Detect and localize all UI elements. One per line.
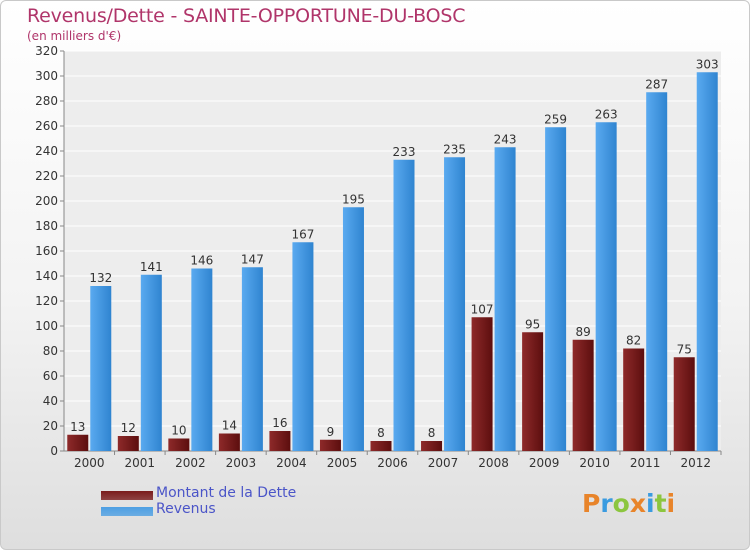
x-tick-label: 2008: [478, 456, 509, 470]
bar-revenus: [545, 127, 567, 451]
logo-letter: P: [582, 489, 601, 518]
x-tick-label: 2010: [579, 456, 610, 470]
x-tick-label: 2005: [327, 456, 358, 470]
y-tick-label: 260: [35, 119, 58, 133]
bar-revenus: [393, 159, 415, 451]
x-tick-label: 2007: [428, 456, 459, 470]
y-tick-label: 180: [35, 219, 58, 233]
y-tick-label: 80: [43, 344, 58, 358]
data-label-revenus: 147: [241, 252, 264, 266]
bar-revenus: [646, 92, 668, 451]
data-label-revenus: 167: [291, 227, 314, 241]
bar-dette: [421, 441, 443, 451]
legend-label-revenus: Revenus: [156, 501, 216, 517]
bar-revenus: [140, 274, 162, 451]
data-label-revenus: 259: [544, 112, 567, 126]
data-label-dette: 75: [677, 342, 692, 356]
bar-revenus: [90, 286, 112, 451]
data-label-dette: 12: [121, 421, 136, 435]
data-label-revenus: 195: [342, 192, 365, 206]
data-label-dette: 107: [471, 302, 494, 316]
logo-letter: t: [654, 489, 667, 518]
x-tick-label: 2004: [276, 456, 307, 470]
data-label-dette: 8: [428, 426, 436, 440]
y-tick-label: 100: [35, 319, 58, 333]
data-label-dette: 89: [576, 325, 591, 339]
proxiti-logo: Proxiti: [582, 489, 675, 518]
x-tick-label: 2011: [630, 456, 661, 470]
data-label-revenus: 243: [494, 132, 517, 146]
data-label-revenus: 132: [89, 271, 112, 285]
data-label-revenus: 303: [696, 57, 719, 71]
chart-title: Revenus/Dette - SAINTE-OPPORTUNE-DU-BOSC: [27, 5, 466, 27]
data-label-revenus: 235: [443, 142, 466, 156]
data-label-revenus: 146: [190, 254, 213, 268]
bar-dette: [673, 357, 695, 451]
y-tick-label: 20: [43, 419, 58, 433]
logo-letter: o: [612, 489, 630, 518]
data-label-revenus: 263: [595, 107, 618, 121]
data-label-dette: 9: [327, 425, 335, 439]
logo-letter: i: [646, 489, 655, 518]
logo-letter: x: [629, 489, 646, 518]
data-label-dette: 95: [525, 317, 540, 331]
bar-dette: [168, 438, 190, 451]
data-label-dette: 16: [272, 416, 287, 430]
bar-revenus: [292, 242, 314, 451]
y-tick-label: 280: [35, 94, 58, 108]
y-tick-label: 140: [35, 269, 58, 283]
chart-subtitle: (en milliers d'€): [27, 29, 122, 43]
data-label-revenus: 287: [645, 77, 668, 91]
y-tick-label: 300: [35, 69, 58, 83]
y-tick-label: 0: [50, 444, 58, 458]
legend-swatch-revenus: [101, 507, 153, 516]
legend-label-dette: Montant de la Dette: [156, 485, 297, 501]
data-label-dette: 8: [377, 426, 385, 440]
bar-revenus: [595, 122, 617, 451]
data-label-dette: 82: [626, 334, 641, 348]
bar-dette: [319, 439, 341, 451]
x-tick-label: 2000: [74, 456, 105, 470]
bar-revenus: [696, 72, 718, 451]
x-tick-label: 2006: [377, 456, 408, 470]
bar-revenus: [342, 207, 364, 451]
bar-revenus: [444, 157, 466, 451]
x-tick-label: 2003: [226, 456, 257, 470]
data-label-dette: 14: [222, 419, 237, 433]
y-tick-label: 320: [35, 44, 58, 58]
bar-dette: [623, 348, 645, 451]
bar-revenus: [494, 147, 516, 451]
bar-dette: [269, 431, 291, 451]
bar-dette: [218, 433, 240, 451]
y-tick-label: 60: [43, 369, 58, 383]
data-label-revenus: 233: [393, 145, 416, 159]
data-label-dette: 10: [171, 424, 186, 438]
x-tick-label: 2012: [680, 456, 711, 470]
y-tick-label: 240: [35, 144, 58, 158]
logo-letter: i: [666, 489, 676, 518]
bar-dette: [117, 436, 139, 451]
legend-swatch-dette: [101, 491, 153, 500]
bar-revenus: [191, 268, 213, 451]
x-tick-label: 2009: [529, 456, 560, 470]
bar-dette: [572, 339, 594, 451]
bar-dette: [522, 332, 544, 451]
data-label-dette: 13: [70, 420, 85, 434]
y-tick-label: 160: [35, 244, 58, 258]
bar-dette: [67, 434, 89, 451]
bar-dette: [370, 441, 392, 451]
y-tick-label: 200: [35, 194, 58, 208]
x-tick-label: 2002: [175, 456, 206, 470]
logo-letter: r: [600, 489, 613, 518]
y-tick-label: 220: [35, 169, 58, 183]
bar-dette: [471, 317, 493, 451]
y-tick-label: 120: [35, 294, 58, 308]
bar-revenus: [241, 267, 263, 451]
y-tick-label: 40: [43, 394, 58, 408]
data-label-revenus: 141: [140, 260, 163, 274]
x-tick-label: 2001: [125, 456, 156, 470]
